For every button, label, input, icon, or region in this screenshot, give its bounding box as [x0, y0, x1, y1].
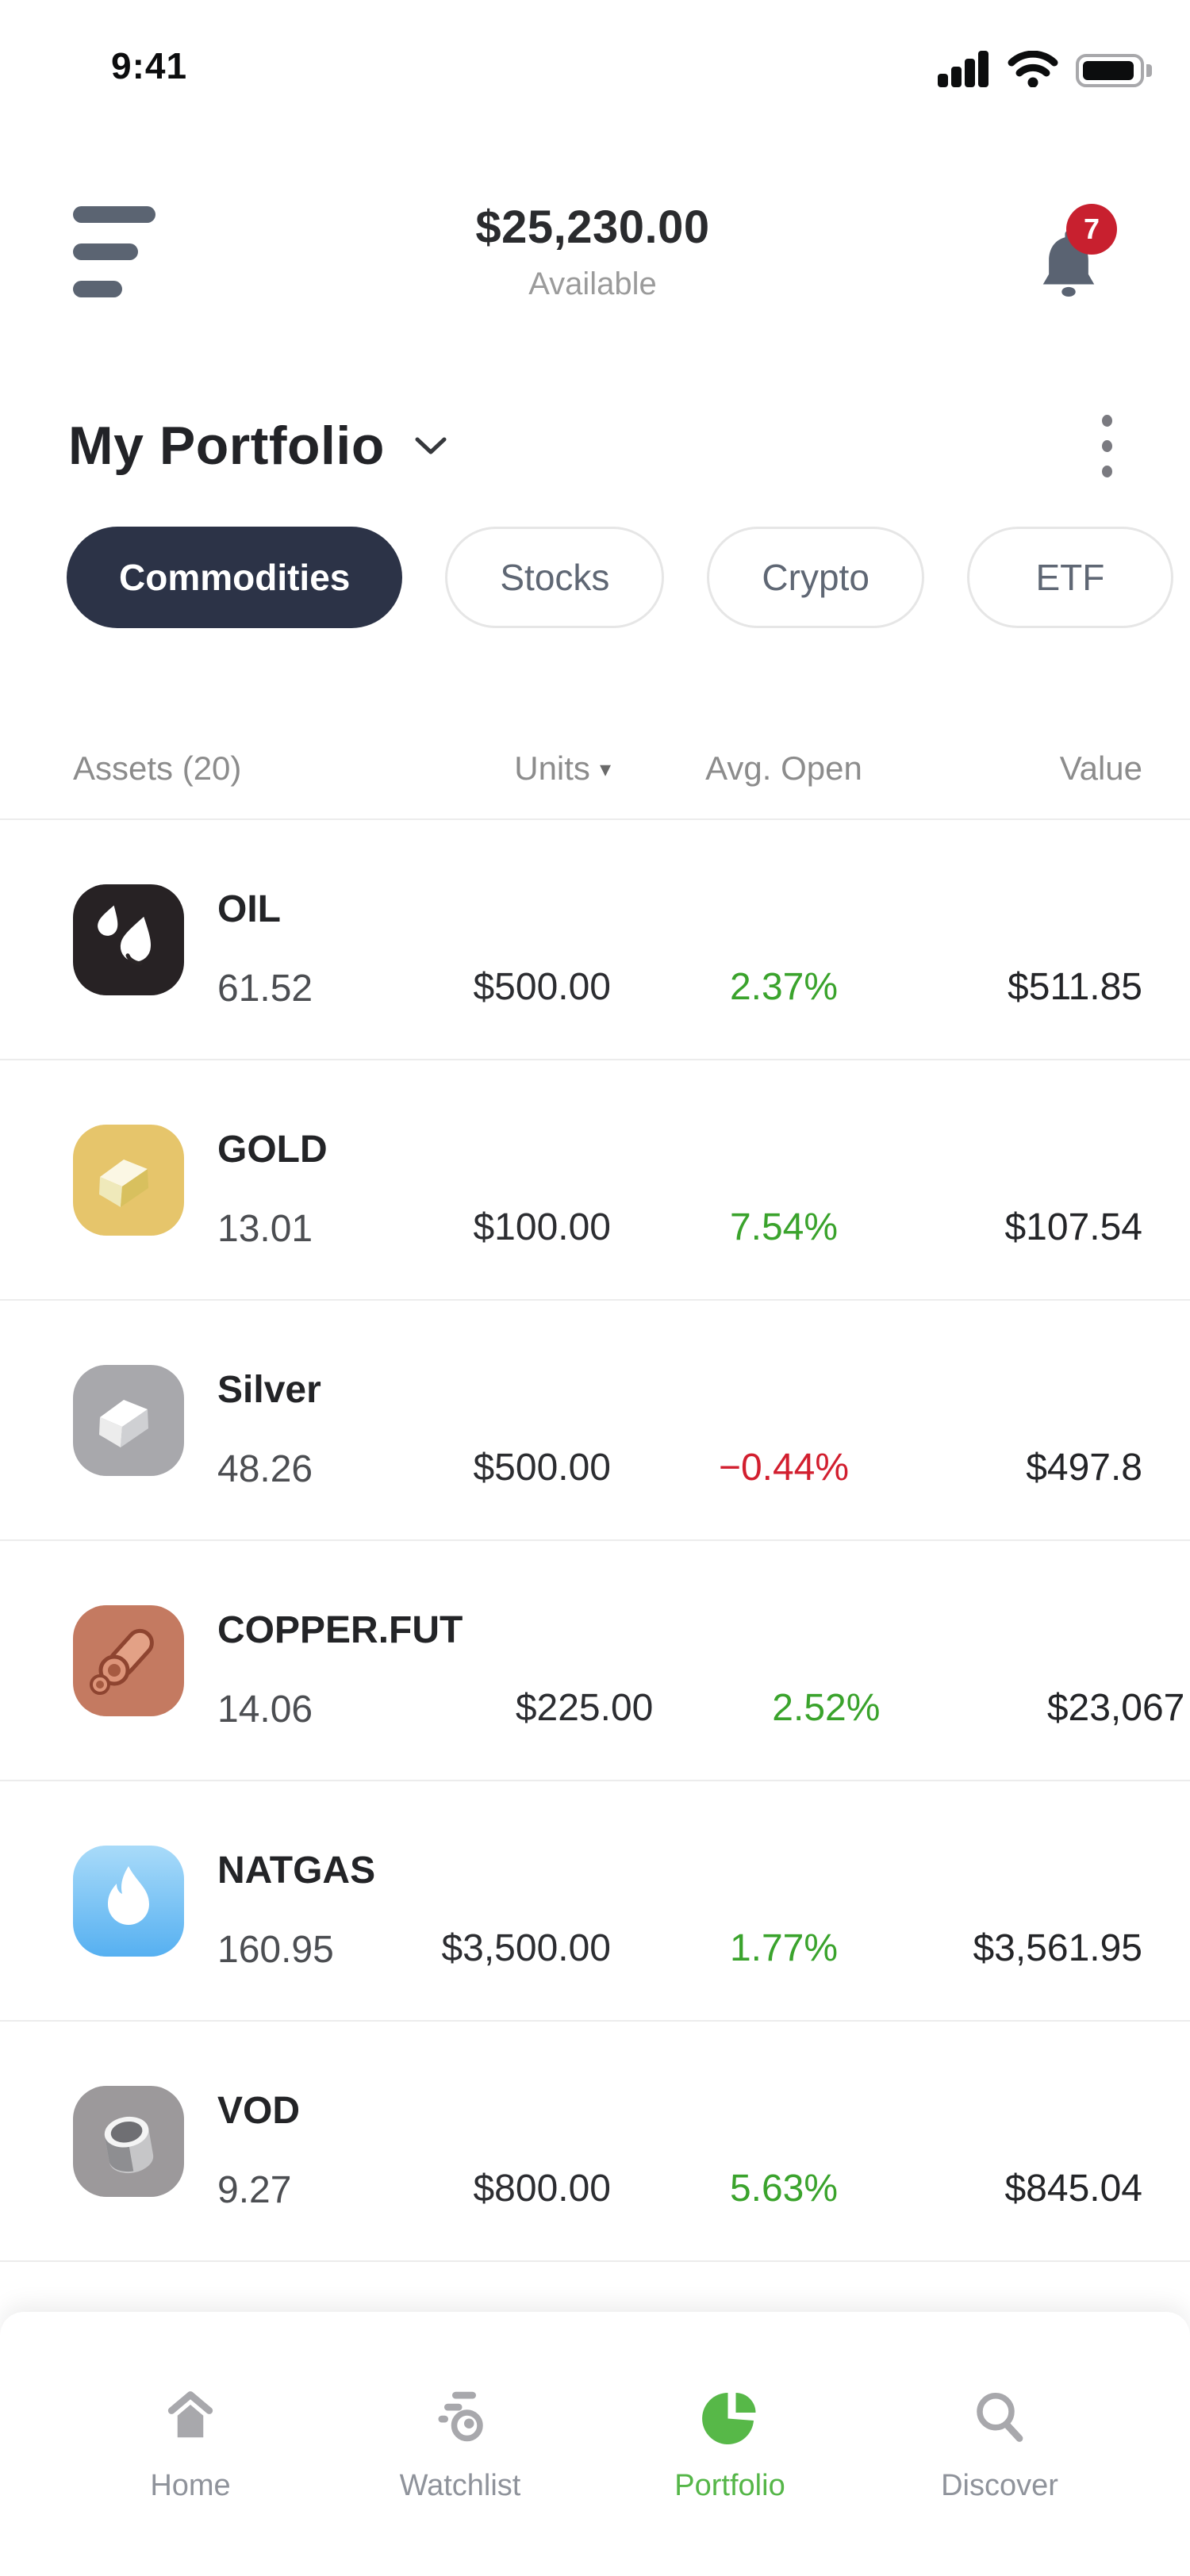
nav-label: Watchlist — [399, 2469, 521, 2502]
home-icon — [167, 2391, 213, 2438]
table-header: Assets (20) Units ▾ Avg. Open Value — [0, 719, 1190, 820]
table-row-natgas[interactable]: NATGAS 160.95 $3,500.00 1.77% $3,561.95 — [0, 1781, 1190, 2022]
avg-open-change: 7.54% — [729, 1206, 839, 1248]
asset-value: $107.54 — [1004, 1206, 1142, 1248]
asset-quantity: 14.06 — [217, 1688, 313, 1731]
units-amount: $100.00 — [473, 1206, 611, 1248]
nav-label: Home — [150, 2469, 231, 2502]
avg-open-change: −0.44% — [718, 1446, 850, 1489]
nav-label: Portfolio — [674, 2469, 785, 2502]
col-assets: Assets (20) — [73, 749, 242, 787]
title-row: My Portfolio — [0, 408, 1190, 484]
gold-icon — [73, 1124, 184, 1236]
nav-home[interactable]: Home — [103, 2385, 278, 2503]
asset-class-filters: Commodities Stocks Crypto ETF — [0, 527, 1190, 631]
chip-label: ETF — [1035, 557, 1105, 598]
status-time: 9:41 — [111, 45, 188, 86]
nav-discover[interactable]: Discover — [912, 2385, 1087, 2503]
asset-quantity: 9.27 — [217, 2168, 292, 2211]
menu-icon[interactable] — [73, 205, 155, 297]
asset-quantity: 61.52 — [217, 967, 313, 1010]
avg-open-change: 5.63% — [729, 2167, 839, 2210]
asset-symbol: Silver — [217, 1368, 321, 1411]
natural-gas-flame-icon — [73, 1845, 184, 1957]
asset-symbol: OIL — [217, 887, 281, 930]
asset-value: $511.85 — [1008, 965, 1142, 1008]
asset-symbol: GOLD — [217, 1128, 328, 1171]
avg-open-change: 2.52% — [772, 1686, 881, 1729]
asset-quantity: 48.26 — [217, 1447, 313, 1490]
chip-label: Crypto — [762, 557, 869, 598]
oil-icon — [73, 884, 184, 995]
chevron-down-icon — [415, 437, 447, 454]
more-options-icon[interactable] — [1097, 410, 1117, 482]
metal-cylinder-icon — [73, 2085, 184, 2197]
nav-label: Discover — [941, 2469, 1058, 2502]
asset-value: $3,561.95 — [973, 1926, 1142, 1969]
filter-chip-crypto[interactable]: Crypto — [707, 527, 924, 628]
col-avg-open: Avg. Open — [705, 749, 862, 787]
notifications-button[interactable]: 7 — [1030, 204, 1117, 299]
portfolio-selector[interactable]: My Portfolio — [68, 415, 448, 477]
chip-label: Stocks — [500, 557, 610, 598]
asset-quantity: 160.95 — [217, 1928, 334, 1971]
portfolio-pie-icon — [702, 2393, 756, 2444]
table-row-copper[interactable]: COPPER.FUT 14.06 $225.00 2.52% $23,067 — [0, 1541, 1190, 1781]
app-header: $25,230.00 Available 7 — [0, 184, 1190, 319]
col-units-sort[interactable]: Units ▾ — [514, 749, 611, 788]
chip-label: Commodities — [119, 557, 351, 598]
asset-quantity: 13.01 — [217, 1207, 313, 1250]
table-row-silver[interactable]: Silver 48.26 $500.00 −0.44% $497.8 — [0, 1301, 1190, 1541]
asset-symbol: COPPER.FUT — [217, 1608, 463, 1651]
table-row-oil[interactable]: OIL 61.52 $500.00 2.37% $511.85 — [0, 820, 1190, 1060]
page-title: My Portfolio — [68, 416, 385, 476]
status-bar: 9:41 — [0, 0, 1190, 95]
available-balance: $25,230.00 — [475, 201, 710, 253]
balance-caption: Available — [528, 266, 657, 301]
notification-badge: 7 — [1065, 204, 1117, 255]
units-amount: $800.00 — [473, 2167, 611, 2210]
filter-chip-stocks[interactable]: Stocks — [445, 527, 665, 628]
cellular-signal-icon — [938, 51, 988, 87]
asset-value: $497.8 — [1026, 1446, 1142, 1489]
asset-value: $845.04 — [1004, 2167, 1142, 2210]
asset-symbol: VOD — [217, 2089, 301, 2132]
balance-block: $25,230.00 Available — [475, 201, 709, 302]
battery-icon — [1076, 54, 1152, 87]
avg-open-change: 1.77% — [729, 1926, 839, 1969]
nav-watchlist[interactable]: Watchlist — [373, 2385, 547, 2503]
asset-value: $23,067 — [1046, 1686, 1185, 1729]
table-row-gold[interactable]: GOLD 13.01 $100.00 7.54% $107.54 — [0, 1060, 1190, 1301]
units-amount: $3,500.00 — [441, 1926, 611, 1969]
asset-symbol: NATGAS — [217, 1849, 376, 1892]
wifi-icon — [1008, 51, 1058, 87]
units-amount: $500.00 — [473, 1446, 611, 1489]
units-amount: $500.00 — [473, 965, 611, 1008]
table-row-vod[interactable]: VOD 9.27 $800.00 5.63% $845.04 — [0, 2022, 1190, 2262]
col-units-label: Units — [514, 749, 590, 787]
bottom-navigation: Home Watchlist Portfolio Disc — [0, 2312, 1190, 2576]
nav-portfolio[interactable]: Portfolio — [643, 2385, 817, 2503]
watchlist-icon — [438, 2391, 483, 2442]
copper-icon — [73, 1604, 184, 1716]
col-value: Value — [1059, 749, 1142, 787]
silver-icon — [73, 1364, 184, 1476]
search-icon — [977, 2393, 1023, 2442]
filter-chip-etf[interactable]: ETF — [966, 527, 1173, 628]
sort-arrow-icon: ▾ — [599, 756, 611, 781]
status-icons — [938, 51, 1152, 87]
units-amount: $225.00 — [515, 1686, 654, 1729]
avg-open-change: 2.37% — [729, 965, 839, 1008]
filter-chip-commodities[interactable]: Commodities — [67, 527, 403, 628]
